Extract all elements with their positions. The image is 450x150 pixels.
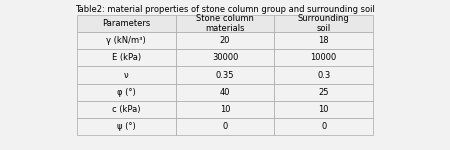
Text: Table2: material properties of stone column group and surrounding soil: Table2: material properties of stone col… [75, 4, 375, 14]
